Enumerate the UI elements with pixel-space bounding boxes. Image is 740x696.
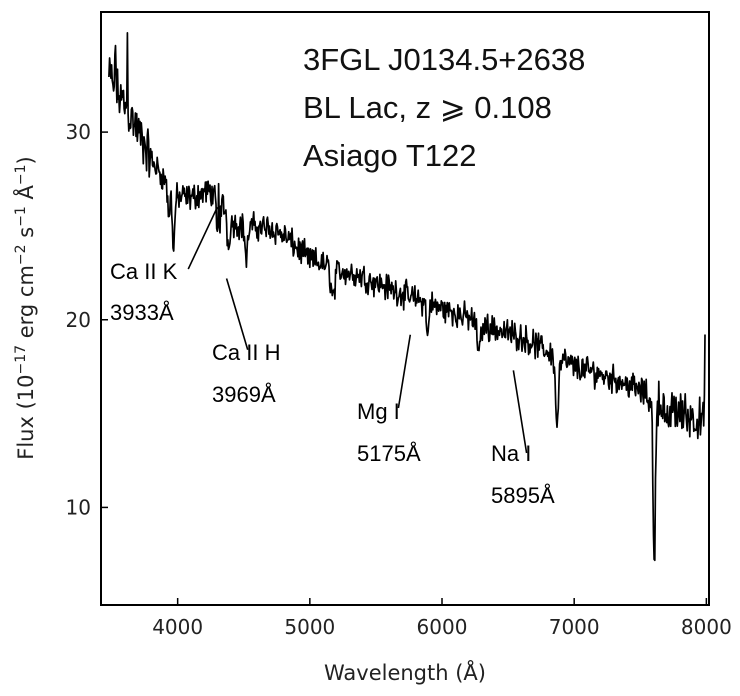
- title-line-2: BL Lac, z ⩾ 0.108: [303, 90, 552, 125]
- ca-ii-h-pointer: [225, 278, 249, 351]
- x-tick-label: 4000: [152, 615, 203, 639]
- na-i-pointer: [512, 370, 528, 454]
- ca-ii-k-wavelength: 3933Å: [110, 300, 174, 325]
- na-i-wavelength: 5895Å: [491, 483, 555, 508]
- x-tick-label: 5000: [284, 615, 335, 639]
- y-tick-label: 30: [66, 120, 91, 144]
- x-axis-title: Wavelength (Å): [324, 659, 486, 685]
- line-labels: Ca II K 3933Å Ca II H 3969Å Mg I 5175Å N…: [110, 259, 555, 508]
- y-tick-label: 20: [66, 308, 91, 332]
- spectrum-line: [108, 32, 706, 562]
- title-line-3: Asiago T122: [303, 138, 477, 173]
- ca-ii-h-wavelength: 3969Å: [212, 382, 276, 407]
- x-tick-label: 6000: [417, 615, 468, 639]
- na-i-label: Na I: [491, 441, 531, 466]
- ca-ii-h-label: Ca II H: [212, 340, 280, 365]
- mg-i-label: Mg I: [357, 399, 400, 424]
- chart-title: 3FGL J0134.5+2638 BL Lac, z ⩾ 0.108 Asia…: [303, 42, 585, 173]
- ca-ii-k-label: Ca II K: [110, 259, 178, 284]
- x-tick-label: 7000: [549, 615, 600, 639]
- title-line-1: 3FGL J0134.5+2638: [303, 42, 585, 77]
- x-tick-label: 8000: [681, 615, 732, 639]
- ca-ii-k-pointer: [187, 206, 219, 270]
- mg-i-pointer: [397, 334, 412, 409]
- plot-frame: [100, 11, 710, 606]
- mg-i-wavelength: 5175Å: [357, 441, 421, 466]
- y-axis-title: Flux (10−17 erg cm−2 s−1 Å−1): [12, 156, 38, 459]
- y-tick-label: 10: [66, 495, 91, 519]
